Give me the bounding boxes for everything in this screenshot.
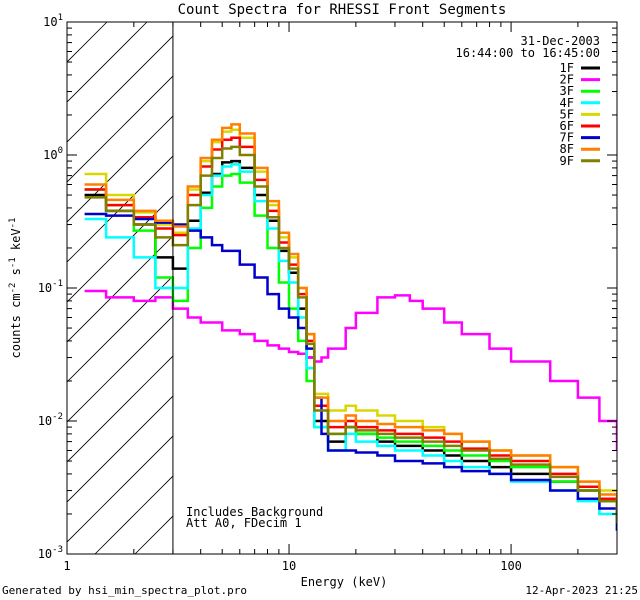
legend-label-5F: 5F: [560, 107, 574, 121]
y-axis-label: counts cm-2 s-1 keV-1: [8, 218, 23, 359]
legend-label-4F: 4F: [560, 96, 574, 110]
footer-timestamp: 12-Apr-2023 21:25: [525, 584, 638, 597]
series-2F-line: [84, 289, 617, 451]
series-4F-line: [84, 163, 617, 531]
legend-label-1F: 1F: [560, 61, 574, 75]
legend-label-6F: 6F: [560, 119, 574, 133]
legend-label-8F: 8F: [560, 142, 574, 156]
y-tick-label: 10-3: [38, 545, 63, 561]
y-tick-label: 100: [43, 146, 63, 162]
legend-label-9F: 9F: [560, 154, 574, 168]
x-tick-label: 1: [63, 559, 70, 573]
x-tick-label: 100: [500, 559, 522, 573]
series-9F-line: [84, 145, 617, 524]
series-8F-line: [84, 123, 617, 514]
y-tick-label: 101: [43, 13, 63, 29]
series-7F-line: [84, 212, 617, 531]
chart-title: Count Spectra for RHESSI Front Segments: [178, 2, 507, 18]
annotation-background: Includes Background: [186, 505, 323, 519]
legend-label-3F: 3F: [560, 84, 574, 98]
x-axis-label: Energy (keV): [301, 575, 388, 589]
legend-label-7F: 7F: [560, 131, 574, 145]
annotation-attenuator: Att A0, FDecim 1: [186, 516, 302, 530]
y-tick-label: 10-1: [38, 279, 63, 295]
date-label: 31-Dec-2003: [521, 34, 600, 48]
legend-label-2F: 2F: [560, 73, 574, 87]
y-tick-label: 10-2: [38, 412, 63, 428]
x-tick-label: 10: [282, 559, 296, 573]
series-1F-line: [84, 159, 617, 531]
footer-generated-by: Generated by hsi_min_spectra_plot.pro: [2, 584, 247, 597]
time-range-label: 16:44:00 to 16:45:00: [456, 46, 601, 60]
